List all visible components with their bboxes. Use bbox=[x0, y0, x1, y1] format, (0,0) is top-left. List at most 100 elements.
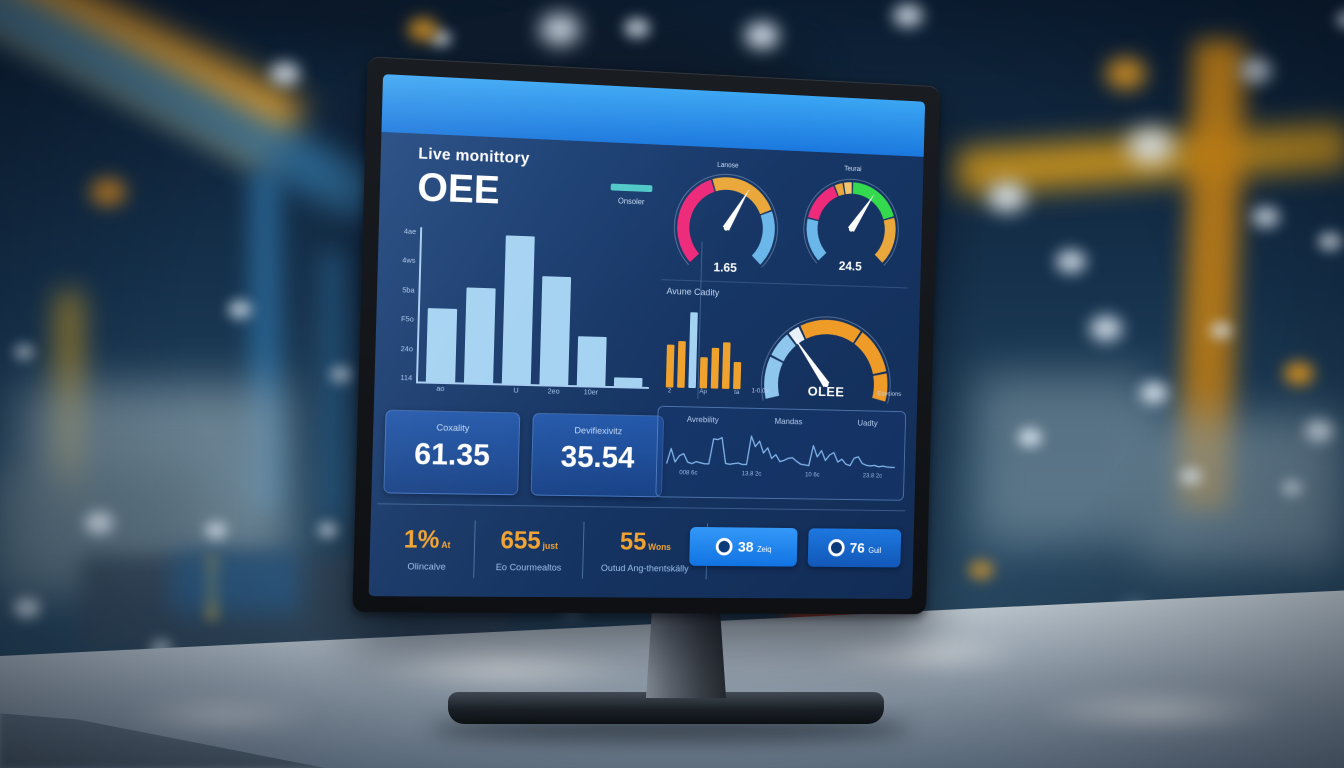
table-reflection bbox=[120, 700, 320, 732]
series-label: Uadty bbox=[857, 417, 878, 428]
bar bbox=[425, 307, 458, 383]
stat-label: Eo Courmealtos bbox=[495, 561, 562, 574]
yellow-strip bbox=[205, 556, 219, 620]
stat-card-devifiexivitz: Devifiexivitz 35.54 bbox=[530, 412, 665, 498]
bar bbox=[699, 356, 708, 389]
bar bbox=[539, 276, 572, 386]
stat-card-label: Coxality bbox=[436, 422, 470, 435]
gauge-lanose: Lanose 1.65 bbox=[663, 160, 789, 292]
pillar-yellow-left bbox=[56, 290, 82, 500]
bar bbox=[733, 361, 742, 390]
oee-gauge: OLEE 1-0.0o Eovcions bbox=[748, 286, 906, 405]
axis-tick: 23.8 2c bbox=[862, 472, 883, 480]
stat-value: 655 bbox=[500, 526, 542, 555]
axis-tick: ao bbox=[436, 383, 445, 393]
clock-icon bbox=[827, 539, 845, 557]
machine-blue-behind bbox=[170, 552, 300, 614]
bokeh-light bbox=[1284, 362, 1314, 386]
crane-beam-orange bbox=[0, 0, 305, 167]
pillar-orange-right bbox=[1177, 39, 1247, 511]
axis-tick bbox=[688, 388, 696, 399]
bottom-stat-courmealtos: 655just Eo Courmealtos bbox=[474, 526, 583, 573]
bokeh-light bbox=[893, 4, 923, 28]
button-value: 76 bbox=[849, 539, 866, 557]
stat-label: Outud Ang-thentskälly bbox=[600, 562, 689, 574]
stat-cards: Coxality 61.35 Devifiexivitz 35.54 bbox=[383, 409, 665, 498]
clock-icon bbox=[715, 537, 733, 556]
bokeh-light bbox=[1180, 468, 1202, 486]
table-reflection bbox=[810, 636, 1030, 670]
header-bar bbox=[381, 74, 926, 157]
bottom-stat-thentskally: 55Wons Outud Ang-thentskälly bbox=[583, 527, 707, 574]
bokeh-light bbox=[1282, 480, 1302, 496]
series-label: Avrebility bbox=[686, 414, 719, 425]
axis-tick bbox=[710, 388, 718, 399]
bottom-stats-row: 1%At Olincalve 655just Eo Courmealtos 55… bbox=[379, 507, 911, 592]
bar bbox=[665, 344, 675, 388]
hourly-bar-chart: 4ae 4ws 5ba F5o 24o 114 ao U 2eo 10er bbox=[390, 226, 653, 401]
bokeh-light bbox=[14, 598, 40, 619]
axis-tick: 2eo bbox=[547, 386, 560, 396]
avune-mini-bar-chart: 2 Ap ta bbox=[665, 305, 756, 400]
bokeh-light bbox=[90, 178, 126, 207]
dashboard-screen: Live monittory OEE Onsoler 4ae 4ws 5ba F5o 2… bbox=[368, 74, 926, 599]
timer-button-guil[interactable]: 76 Guil bbox=[807, 528, 902, 568]
timer-button-zeiq[interactable]: 38 Zeiq bbox=[689, 526, 798, 567]
axis-tick: 10er bbox=[583, 387, 599, 397]
axis-tick: 24o bbox=[400, 343, 414, 353]
gauge-teurai: Teurai 24.5 bbox=[791, 163, 911, 290]
bokeh-light bbox=[988, 182, 1026, 212]
axis-tick: 13.8 2c bbox=[741, 470, 762, 478]
dashboard-subtitle: Live monittory bbox=[418, 145, 530, 168]
bokeh-light bbox=[1090, 316, 1122, 341]
bokeh-light bbox=[14, 344, 34, 360]
bokeh-light bbox=[270, 62, 300, 86]
bar-plot bbox=[415, 227, 653, 389]
axis-tick: Ap bbox=[699, 388, 707, 396]
bokeh-light bbox=[330, 366, 352, 384]
bar bbox=[688, 312, 698, 389]
table-reflection bbox=[1030, 692, 1290, 730]
series-label: Mandas bbox=[774, 416, 803, 427]
button-suffix: Guil bbox=[868, 545, 882, 555]
bokeh-light bbox=[1106, 58, 1146, 90]
legend-swatch bbox=[610, 183, 653, 193]
bokeh-light bbox=[205, 522, 227, 540]
pillar-blue-left2 bbox=[322, 250, 346, 520]
trend-panel: Avrebility Mandas Uadty 008 6c 13.8 2c 10 6c 2… bbox=[655, 405, 907, 501]
avune-section-title: Avune Cadity bbox=[666, 286, 720, 299]
axis-tick bbox=[464, 385, 494, 399]
stat-suffix: Wons bbox=[647, 541, 672, 552]
bar bbox=[677, 341, 686, 388]
monitor: Live monittory OEE Onsoler 4ae 4ws 5ba F5o 2… bbox=[352, 56, 940, 615]
axis-tick: ta bbox=[734, 389, 740, 396]
bokeh-light bbox=[1305, 420, 1333, 442]
bokeh-light bbox=[1140, 382, 1168, 404]
bokeh-light bbox=[1336, 10, 1344, 29]
bar bbox=[613, 377, 643, 387]
legend-label: Onsoler bbox=[617, 196, 645, 207]
bokeh-light bbox=[1128, 128, 1174, 164]
stat-value: 55 bbox=[619, 527, 647, 556]
bokeh-light bbox=[1240, 58, 1272, 83]
gauge-tick-right: Eovcions bbox=[877, 390, 902, 398]
bokeh-light bbox=[968, 560, 994, 581]
button-value: 38 bbox=[737, 538, 754, 556]
axis-tick: 008 6c bbox=[679, 469, 698, 477]
table-reflection bbox=[360, 648, 640, 688]
pillar-blue-left bbox=[250, 170, 280, 510]
bar bbox=[721, 341, 731, 389]
bokeh-light bbox=[540, 14, 580, 46]
bokeh-light bbox=[1056, 250, 1086, 274]
bar bbox=[463, 287, 496, 384]
axis-tick: 5ba bbox=[402, 285, 415, 295]
stat-card-coxality: Coxality 61.35 bbox=[383, 409, 521, 496]
bar-plot bbox=[665, 305, 756, 390]
bokeh-light bbox=[1318, 232, 1342, 251]
stat-label: Olincalve bbox=[407, 560, 446, 573]
bokeh-light bbox=[85, 512, 113, 534]
chart-legend: Onsoler bbox=[606, 183, 656, 206]
stat-suffix: At bbox=[441, 539, 451, 550]
axis-tick: U bbox=[513, 385, 519, 395]
button-suffix: Zeiq bbox=[756, 544, 772, 554]
